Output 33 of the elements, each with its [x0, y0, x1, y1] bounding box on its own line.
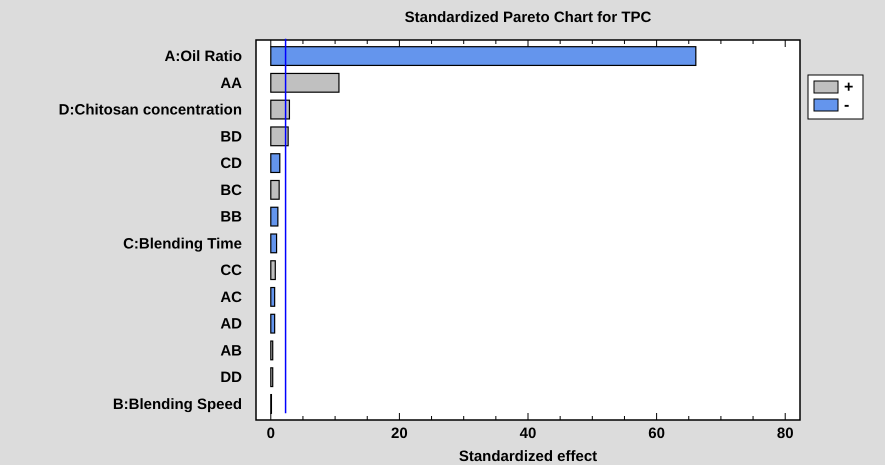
x-tick-label: 80 [776, 425, 794, 442]
bar [270, 314, 276, 334]
y-tick-label: AB [220, 342, 242, 360]
bar [270, 206, 278, 227]
y-tick-label: BC [220, 182, 242, 199]
y-tick-label: C:Blending Time [123, 235, 242, 252]
y-tick-label: AC [220, 288, 242, 306]
y-tick-label: B:Blending Speed [112, 396, 242, 413]
legend-label: + [844, 79, 854, 96]
x-tick-label: 60 [648, 425, 665, 442]
y-tick-label: AA [220, 74, 242, 92]
bar [270, 260, 276, 280]
y-tick-label: CC [220, 262, 242, 280]
y-tick-label: D:Chitosan concentration [58, 102, 242, 119]
x-tick-label: 20 [391, 425, 408, 442]
bar [270, 100, 290, 120]
bar [270, 153, 280, 174]
x-tick-label: 0 [266, 425, 275, 442]
bar [270, 180, 280, 200]
legend-label: - [844, 97, 850, 114]
y-tick-label: BD [220, 128, 242, 146]
bar [270, 286, 276, 307]
bar [270, 72, 340, 93]
y-tick-label: DD [220, 369, 242, 386]
y-tick-label: A:Oil Ratio [164, 48, 242, 66]
bar [270, 126, 289, 146]
y-tick-label: BB [220, 208, 242, 226]
y-tick-label: CD [220, 155, 242, 172]
x-axis-title: Standardized effect [458, 448, 598, 465]
x-tick-label: 40 [520, 425, 536, 442]
bar [270, 233, 278, 254]
y-tick-label: AD [220, 316, 242, 333]
chart-title: Standardized Pareto Chart for TPC [404, 9, 652, 26]
